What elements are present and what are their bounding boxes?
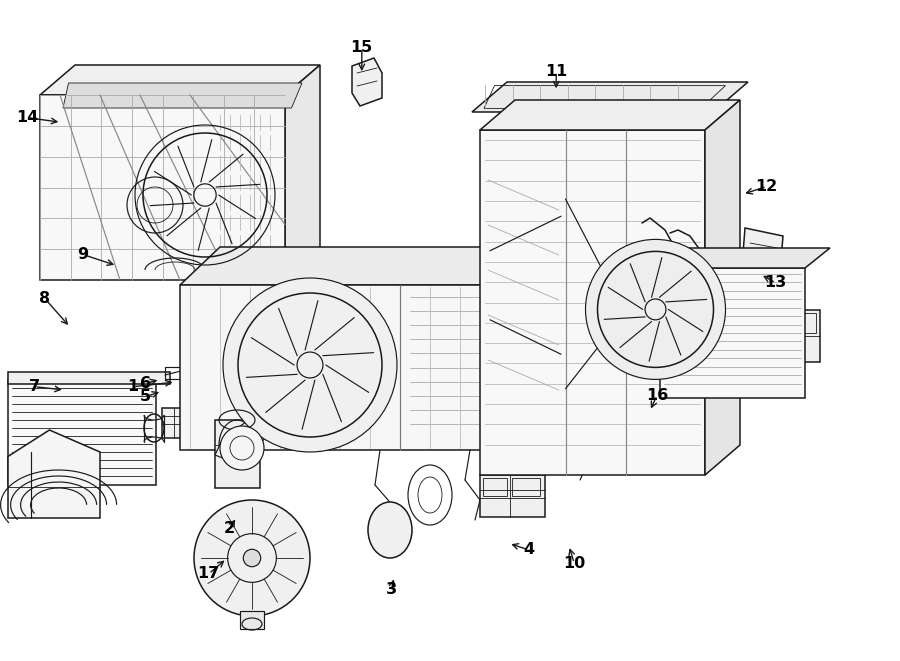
Bar — [592, 440, 610, 462]
Text: 15: 15 — [351, 40, 373, 55]
Bar — [8, 380, 156, 485]
Polygon shape — [180, 285, 620, 450]
Polygon shape — [742, 228, 783, 273]
Polygon shape — [472, 82, 748, 112]
Text: 10: 10 — [563, 556, 585, 570]
Polygon shape — [40, 65, 320, 95]
Polygon shape — [215, 415, 268, 465]
Text: 4: 4 — [524, 543, 535, 557]
Ellipse shape — [194, 500, 310, 616]
Text: 12: 12 — [756, 179, 778, 194]
Polygon shape — [705, 100, 740, 475]
Ellipse shape — [223, 278, 397, 452]
Text: 6: 6 — [140, 376, 151, 391]
Bar — [165, 367, 187, 379]
Text: 1: 1 — [128, 379, 139, 394]
Polygon shape — [8, 430, 100, 518]
Text: 9: 9 — [77, 247, 88, 262]
Polygon shape — [480, 100, 740, 130]
Text: 7: 7 — [29, 379, 40, 394]
Polygon shape — [352, 58, 382, 106]
Polygon shape — [63, 83, 302, 108]
Bar — [660, 268, 805, 398]
Bar — [483, 478, 507, 496]
Ellipse shape — [243, 549, 261, 566]
Bar — [792, 313, 816, 333]
Text: 3: 3 — [386, 582, 397, 597]
Bar — [240, 611, 264, 629]
Text: 5: 5 — [140, 389, 151, 404]
Polygon shape — [480, 130, 705, 475]
Text: 11: 11 — [545, 64, 567, 79]
Bar — [512, 478, 540, 496]
Bar — [761, 313, 786, 333]
Text: 13: 13 — [765, 276, 787, 290]
Text: 8: 8 — [40, 292, 50, 306]
Polygon shape — [660, 248, 830, 268]
Polygon shape — [620, 247, 660, 450]
Ellipse shape — [368, 502, 412, 558]
Ellipse shape — [220, 426, 264, 470]
Text: 2: 2 — [224, 522, 235, 536]
Ellipse shape — [586, 239, 725, 379]
Bar — [758, 310, 820, 362]
Polygon shape — [180, 247, 660, 285]
Bar — [480, 475, 545, 517]
Bar — [8, 372, 170, 384]
Bar — [162, 408, 190, 438]
Text: 16: 16 — [646, 388, 668, 403]
Text: 14: 14 — [16, 110, 38, 125]
Text: 17: 17 — [198, 566, 220, 581]
Polygon shape — [40, 95, 285, 280]
Polygon shape — [285, 65, 320, 280]
Bar — [215, 420, 260, 488]
